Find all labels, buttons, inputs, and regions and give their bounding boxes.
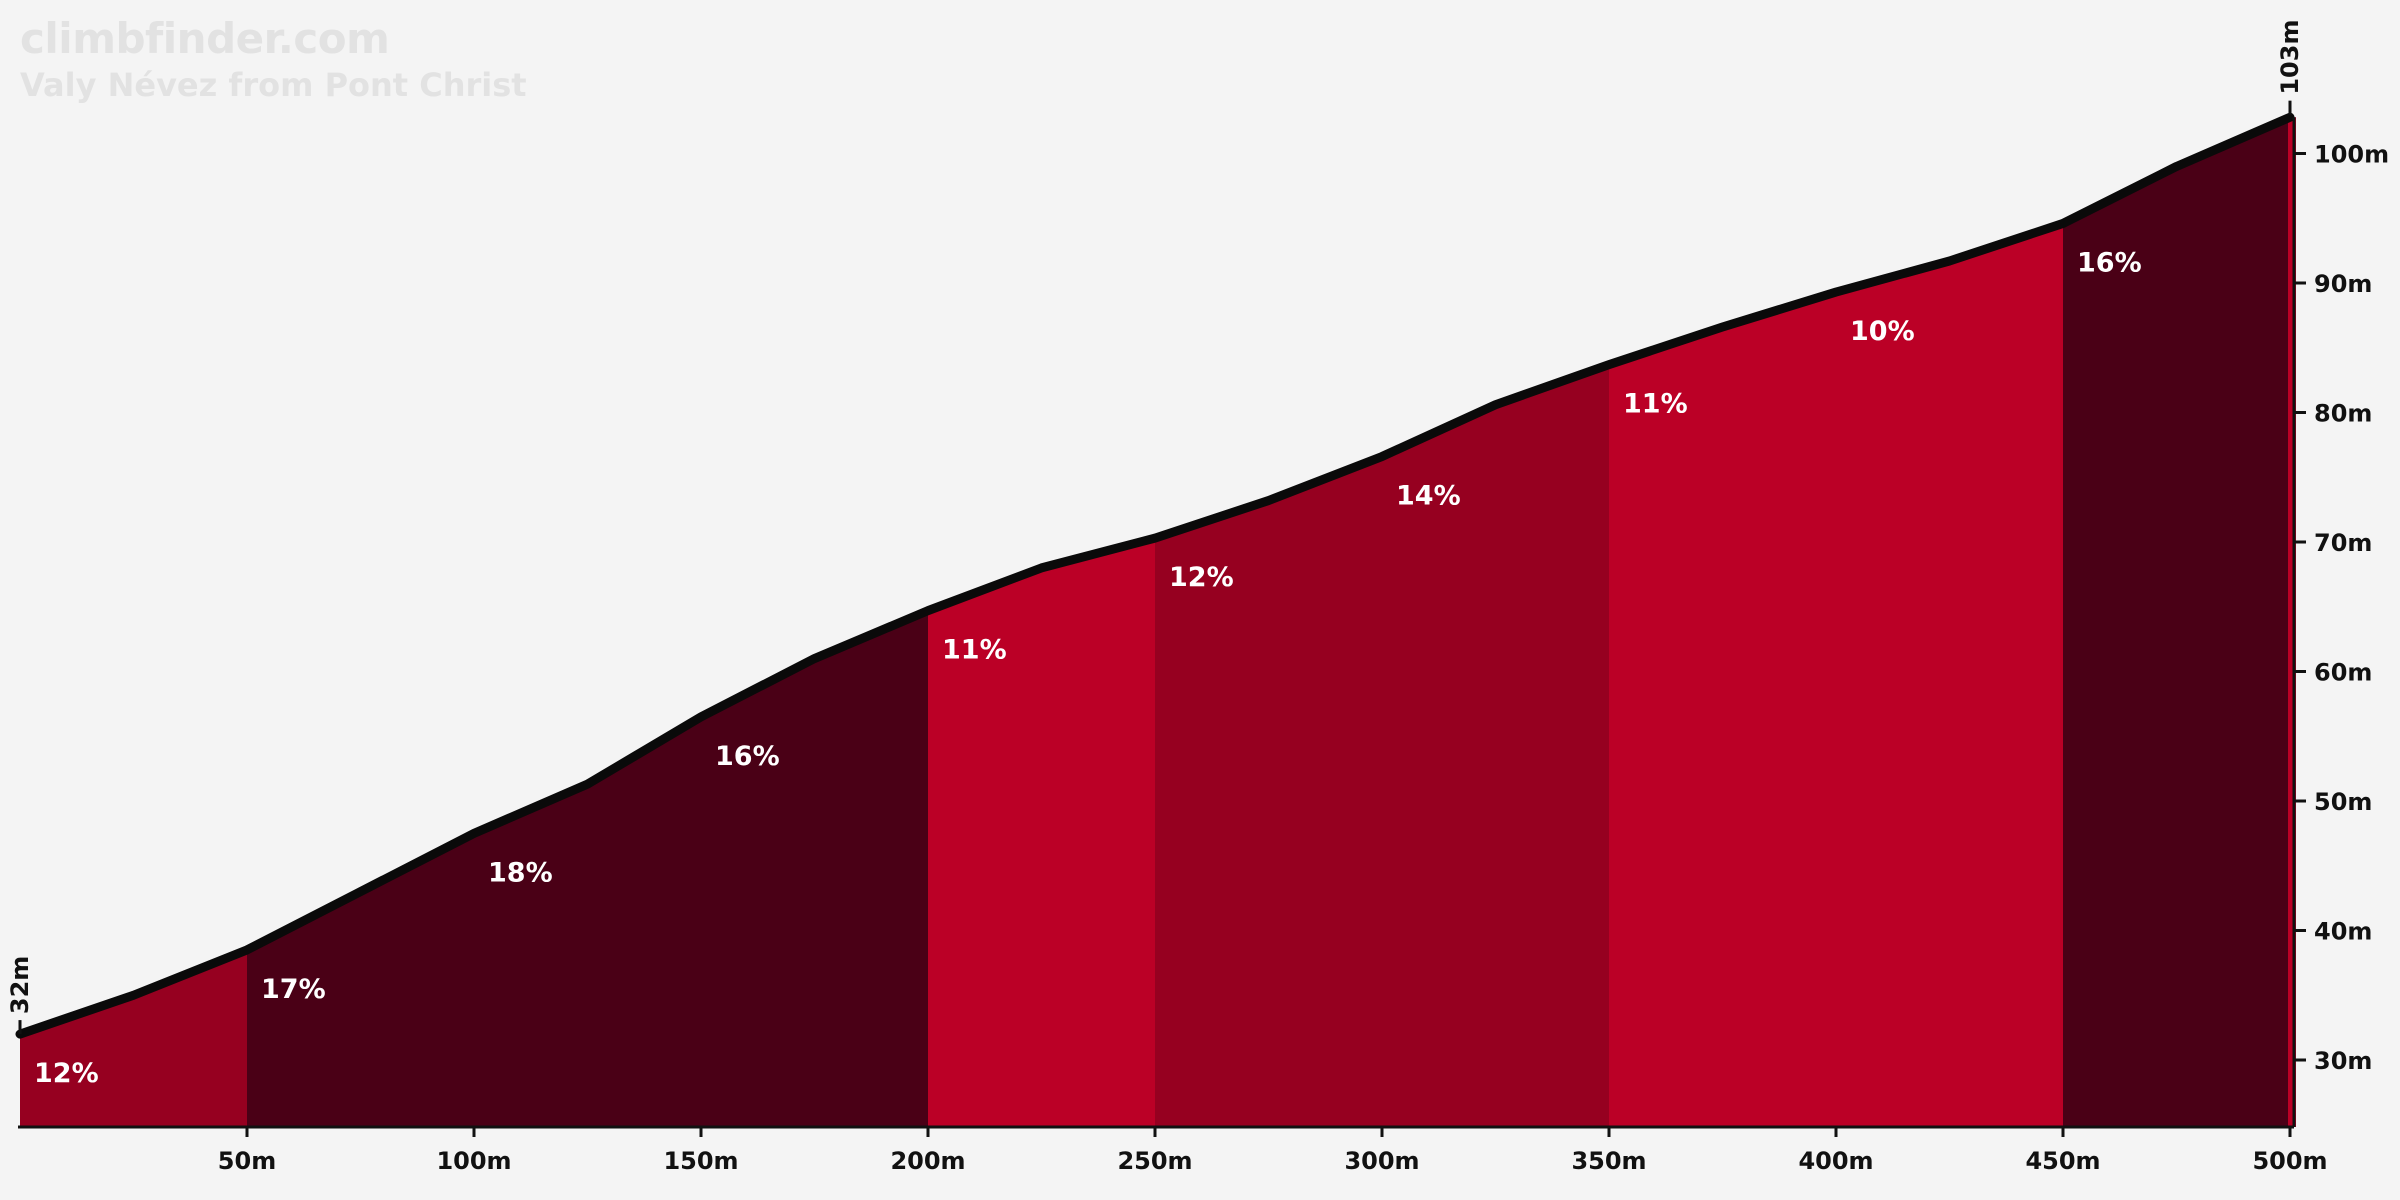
grade-label: 17%	[261, 974, 326, 1005]
grade-segment-5	[1609, 223, 2063, 1127]
site-title: climbfinder.com	[20, 14, 390, 63]
grade-segment-6	[2063, 117, 2290, 1128]
y-tick-label: 70m	[2314, 529, 2372, 557]
climb-name: Valy Névez from Pont Christ	[20, 66, 527, 104]
grade-label: 16%	[715, 741, 780, 772]
end-elevation-label: 103m	[2276, 20, 2304, 95]
y-tick-label: 30m	[2314, 1047, 2372, 1075]
y-tick-label: 40m	[2314, 918, 2372, 946]
grade-label: 18%	[488, 857, 553, 888]
labels-layer: 12% 17% 18% 16% 11% 12% 14% 11% 10% 16%	[34, 247, 2142, 1089]
grade-label: 12%	[34, 1058, 99, 1089]
axes-layer: 50m 100m 150m 200m 250m 300m 350m 400m 450m 500m 3…	[6, 20, 2389, 1175]
segments-layer	[20, 117, 2296, 1128]
grade-label: 14%	[1396, 481, 1461, 512]
outline-layer	[15, 112, 2295, 1039]
x-tick-label: 250m	[1117, 1147, 1192, 1175]
x-tick-label: 450m	[2025, 1147, 2100, 1175]
x-tick-label: 50m	[218, 1147, 276, 1175]
grade-label: 11%	[942, 635, 1007, 666]
x-tick-label: 200m	[890, 1147, 965, 1175]
x-tick-label: 350m	[1571, 1147, 1646, 1175]
end-sliver	[2288, 117, 2296, 1128]
y-tick-label: 90m	[2314, 270, 2372, 298]
profile-outline	[15, 112, 2295, 1039]
x-tick-label: 500m	[2252, 1147, 2327, 1175]
y-tick-label: 80m	[2314, 400, 2372, 428]
x-tick-label: 300m	[1344, 1147, 1419, 1175]
grade-segment-2	[247, 610, 928, 1127]
x-tick-label: 100m	[436, 1147, 511, 1175]
grade-segment-4	[1155, 364, 1609, 1128]
y-tick-label: 60m	[2314, 659, 2372, 687]
grade-label: 12%	[1169, 562, 1234, 593]
x-tick-label: 400m	[1798, 1147, 1873, 1175]
y-tick-label: 50m	[2314, 788, 2372, 816]
start-elevation-label: 32m	[6, 956, 34, 1014]
x-tick-label: 150m	[663, 1147, 738, 1175]
grade-label: 11%	[1623, 389, 1688, 420]
grade-label: 16%	[2077, 247, 2142, 278]
grade-segment-1	[20, 949, 247, 1127]
grade-label: 10%	[1850, 316, 1915, 347]
grade-segment-3	[928, 538, 1155, 1127]
y-tick-label: 100m	[2314, 141, 2389, 169]
